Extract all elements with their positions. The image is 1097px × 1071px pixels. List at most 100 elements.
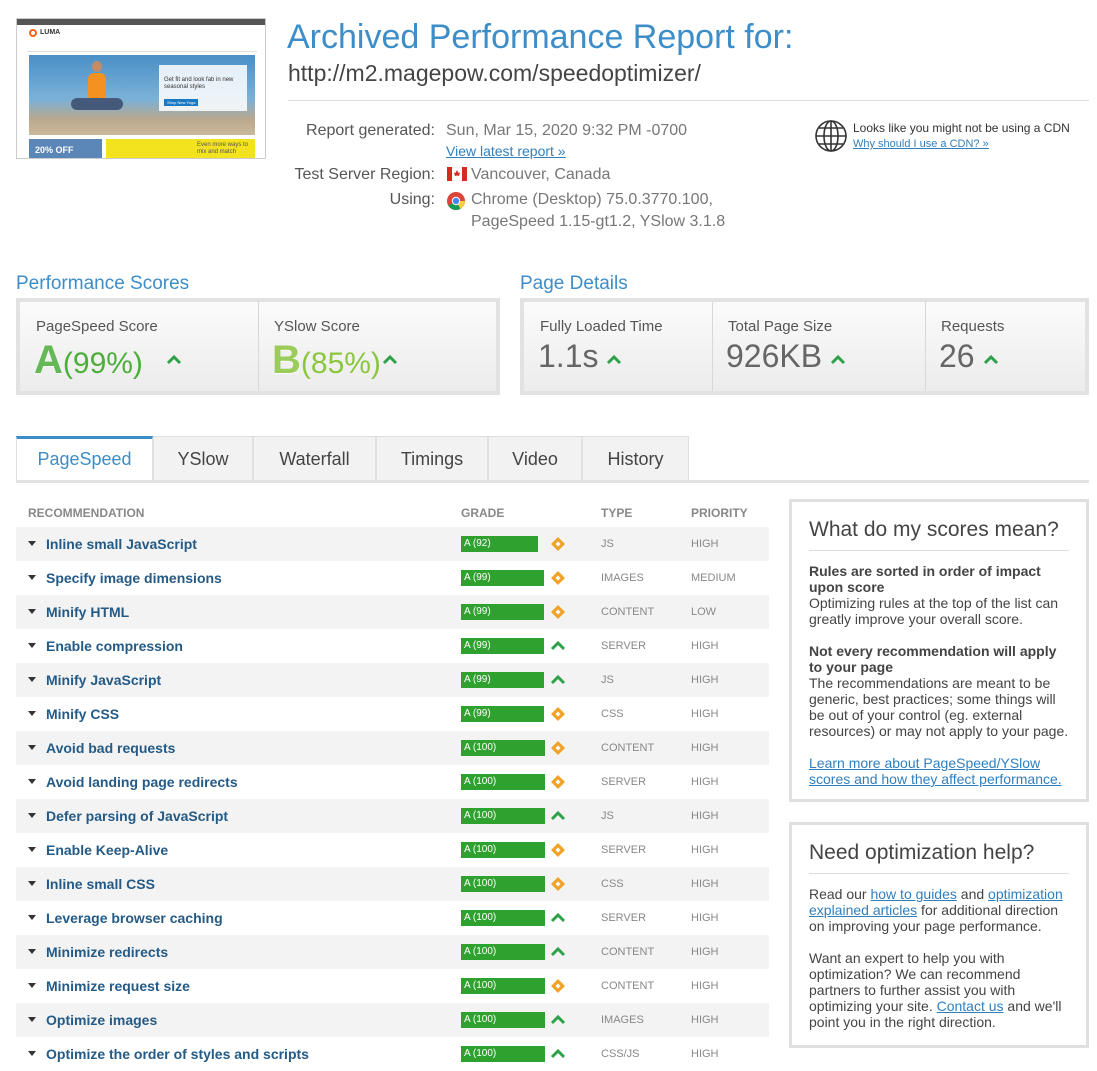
tab[interactable]: Waterfall [253, 436, 376, 480]
expand-arrow [28, 915, 36, 920]
grade-bar [461, 570, 545, 586]
expand-arrow [28, 1051, 36, 1056]
recommendation-name[interactable]: Minify JavaScript [46, 672, 162, 688]
grade-bar [461, 808, 545, 824]
up-icon [166, 354, 182, 365]
section-title: Performance Scores [16, 273, 190, 294]
grade-label: A (92) [464, 538, 491, 549]
expand-arrow [28, 813, 36, 818]
priority: LOW [691, 606, 717, 618]
recommendation-row[interactable]: Avoid landing page redirects A (100) SERVE… [16, 765, 769, 799]
type: JS [601, 538, 614, 550]
recommendation-name[interactable]: Minify HTML [46, 604, 130, 620]
recommendation-name[interactable]: Avoid landing page redirects [46, 774, 238, 790]
recommendation-name[interactable]: Minimize redirects [46, 944, 169, 960]
neutral-icon [551, 537, 565, 551]
grade-bar [461, 978, 545, 994]
grade-bar [461, 672, 545, 688]
info-value: Chrome (Desktop) 75.0.3770.100, [471, 191, 713, 208]
help-link[interactable]: Contact us [936, 998, 1004, 1014]
recommendation-row[interactable]: Minify CSS A (99) CSS HIGH [16, 697, 769, 731]
grade-label: A (100) [464, 980, 497, 991]
priority: HIGH [691, 640, 719, 652]
expand-arrow [28, 881, 36, 886]
recommendation-row[interactable]: Minify HTML A (99) CONTENT LOW [16, 595, 769, 629]
recommendation-row[interactable]: Defer parsing of JavaScript A (100) JS HIGH [16, 799, 769, 833]
recommendation-row[interactable]: Avoid bad requests A (100) CONTENT HIGH [16, 731, 769, 765]
recommendation-row[interactable]: Specify image dimensions A (99) IMAGES MEDI… [16, 561, 769, 595]
expand-arrow [28, 643, 36, 648]
expand-arrow [28, 711, 36, 716]
recommendation-name[interactable]: Minimize request size [46, 978, 190, 994]
help-text: Read our [809, 886, 871, 902]
info-value: Vancouver, Canada [471, 166, 611, 183]
score-cell: PageSpeed Score A(99%) [20, 302, 259, 391]
recommendation-row[interactable]: Minimize redirects A (100) CONTENT HIGH [16, 935, 769, 969]
info-label: Report generated: [306, 122, 435, 139]
up-icon [550, 810, 566, 821]
type: CSS [601, 708, 624, 720]
type: SERVER [601, 776, 647, 788]
expand-arrow [28, 575, 36, 580]
cdn-link[interactable]: Why should I use a CDN? » [853, 138, 989, 150]
tab[interactable]: PageSpeed [16, 436, 153, 480]
tab[interactable]: History [582, 436, 689, 480]
tab[interactable]: Timings [376, 436, 488, 480]
recommendation-row[interactable]: Enable compression A (99) SERVER HIGH [16, 629, 769, 663]
recommendation-name[interactable]: Optimize the order of styles and scripts [46, 1046, 309, 1062]
recommendation-row[interactable]: Leverage browser caching A (100) SERVER HIG… [16, 901, 769, 935]
grade-bar [461, 706, 545, 722]
grade-bar [461, 944, 545, 960]
recommendation-name[interactable]: Minify CSS [46, 706, 120, 722]
canada-flag [447, 167, 467, 181]
page-details: Fully Loaded Time 1.1s Total Page Size 926K… [520, 298, 1089, 395]
tab[interactable]: YSlow [153, 436, 253, 480]
performance-scores: PageSpeed Score A(99%) YSlow Score B(85%) [16, 298, 500, 395]
recommendation-name[interactable]: Avoid bad requests [46, 740, 176, 756]
type: IMAGES [601, 572, 644, 584]
thumbnail: LUMA Get fit and look fab in new seasona… [16, 18, 266, 159]
detail-label: Requests [941, 318, 1005, 335]
recommendation-row[interactable]: Enable Keep-Alive A (100) SERVER HIGH [16, 833, 769, 867]
recommendation-name[interactable]: Specify image dimensions [46, 570, 222, 586]
recommendation-name[interactable]: Optimize images [46, 1012, 158, 1028]
priority: HIGH [691, 1048, 719, 1060]
recommendation-row[interactable]: Optimize images A (100) IMAGES HIGH [16, 1003, 769, 1037]
recommendation-name[interactable]: Inline small CSS [46, 876, 155, 892]
grade-label: A (100) [464, 912, 497, 923]
type: CONTENT [601, 980, 655, 992]
recommendation-name[interactable]: Enable Keep-Alive [46, 842, 169, 858]
score-grade: B [272, 338, 301, 382]
tab[interactable]: Video [488, 436, 582, 480]
up-icon [550, 1048, 566, 1059]
up-icon [550, 674, 566, 685]
detail-value: 26 [939, 338, 975, 374]
detail-value: 926KB [726, 338, 823, 374]
recommendation-row[interactable]: Inline small CSS A (100) CSS HIGH [16, 867, 769, 901]
neutral-icon [551, 775, 565, 789]
score-percent: (85%) [300, 347, 381, 380]
help-link[interactable]: how to guides [870, 886, 957, 902]
recommendation-name[interactable]: Leverage browser caching [46, 910, 223, 926]
recommendation-row[interactable]: Minify JavaScript A (99) JS HIGH [16, 663, 769, 697]
score-percent: (99%) [62, 347, 143, 380]
recommendation-name[interactable]: Inline small JavaScript [46, 536, 197, 552]
learn-more-link[interactable]: Learn more about PageSpeed/YSlow scores … [809, 755, 1062, 787]
recommendation-row[interactable]: Inline small JavaScript A (92) JS HIGH [16, 527, 769, 561]
expand-arrow [28, 847, 36, 852]
grade-bar [461, 910, 545, 926]
grade-label: A (100) [464, 742, 497, 753]
type: IMAGES [601, 1014, 644, 1026]
section-heading: Rules are sorted in order of impact upon… [809, 563, 1041, 595]
recommendation-name[interactable]: Defer parsing of JavaScript [46, 808, 229, 824]
priority: HIGH [691, 878, 719, 890]
up-icon [830, 354, 846, 365]
recommendation-row[interactable]: Minimize request size A (100) CONTENT HIGH [16, 969, 769, 1003]
recommendation-name[interactable]: Enable compression [46, 638, 183, 654]
section-text: Optimizing rules at the top of the list … [809, 595, 1059, 627]
latest-report-link[interactable]: View latest report » [446, 143, 566, 159]
recommendation-row[interactable]: Optimize the order of styles and scripts… [16, 1037, 769, 1071]
up-icon [983, 354, 999, 365]
thumb-topbar [17, 19, 265, 25]
help-link[interactable]: optimization explained articles [809, 886, 1063, 918]
